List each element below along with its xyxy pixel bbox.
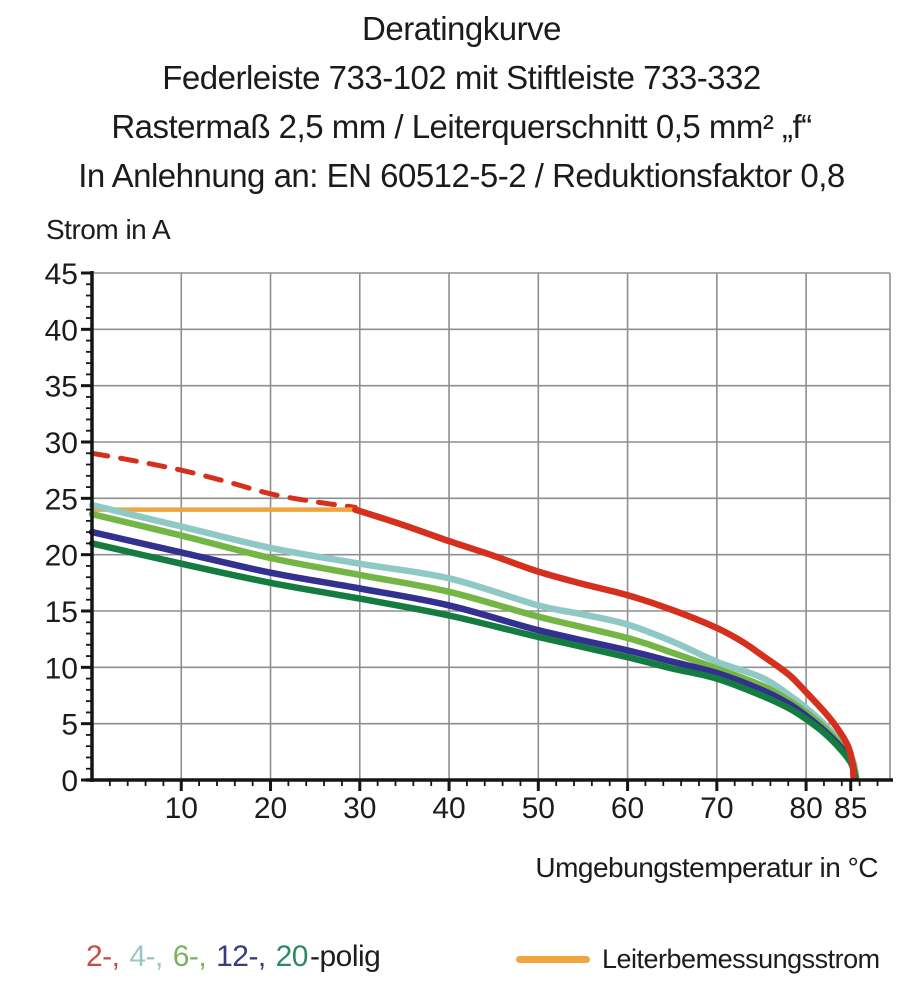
y-tick-label: 5 <box>61 709 78 742</box>
legend-item: 4-, <box>121 940 163 973</box>
x-tick-label: 10 <box>165 792 198 825</box>
conductor-current-label: Leiterbemessungsstrom <box>602 944 880 974</box>
legend-item: 6-, <box>164 940 207 973</box>
y-tick-label: 25 <box>45 483 78 516</box>
x-tick-label: 85 <box>834 792 867 825</box>
y-tick-label: 40 <box>45 314 78 347</box>
legend-item: -polig <box>309 940 381 973</box>
y-tick-label: 35 <box>45 371 78 404</box>
y-tick-label: 15 <box>45 596 78 629</box>
legend-item: 2-, <box>86 940 120 973</box>
y-tick-label: 0 <box>61 765 78 798</box>
legend-item: 20 <box>267 940 309 973</box>
x-tick-label: 30 <box>343 792 376 825</box>
x-tick-label: 20 <box>254 792 287 825</box>
x-tick-label: 50 <box>522 792 555 825</box>
legend-item: 12-, <box>208 940 266 973</box>
x-tick-label: 80 <box>789 792 822 825</box>
derating-line-chart: 0 5 10 15 20 25 30 35 40 45 10 20 30 40 50 60 70 80 85 <box>45 258 893 825</box>
y-tick-label: 45 <box>45 258 78 291</box>
x-tick-label: 60 <box>611 792 644 825</box>
x-tick-label: 40 <box>432 792 465 825</box>
orange-line-swatch <box>516 956 590 963</box>
y-tick-label: 10 <box>45 652 78 685</box>
curve-2-polig-grenzbereich-gestrichelt- <box>89 450 358 510</box>
subtitle-spec: Rastermaß 2,5 mm / Leiterquerschnitt 0,5… <box>111 108 812 145</box>
conductor-current-legend: Leiterbemessungsstrom <box>516 944 880 975</box>
x-axis-title: Umgebungstemperatur in °C <box>535 852 878 883</box>
y-tick-label: 30 <box>45 427 78 460</box>
curve-6-polig <box>88 510 860 781</box>
curve-2-polig <box>352 506 857 780</box>
chart-title-block: Deratingkurve Federleiste 733-102 mit St… <box>0 4 923 200</box>
pole-count-legend: 2-, 4-, 6-, 12-, 20-polig <box>86 940 382 974</box>
curve-20-polig <box>88 540 859 781</box>
x-tick-label: 70 <box>700 792 733 825</box>
page-title: Deratingkurve <box>362 10 561 47</box>
y-axis-title: Strom in A <box>46 214 171 245</box>
subtitle-product: Federleiste 733-102 mit Stiftleiste 733-… <box>162 59 761 96</box>
y-tick-label: 20 <box>45 540 78 573</box>
subtitle-norm: In Anlehnung an: EN 60512-5-2 / Reduktio… <box>78 157 845 194</box>
